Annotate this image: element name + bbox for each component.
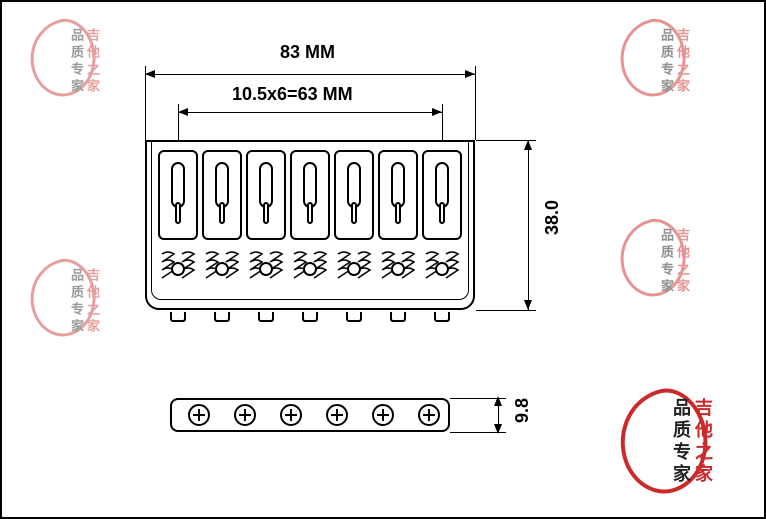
intonation-screw [303,262,317,276]
mounting-screw-hole [326,404,348,426]
string-ferrule [434,312,450,322]
string-ferrule [346,312,362,322]
dim-string-spacing-line [178,112,442,113]
intonation-screw [171,262,185,276]
mounting-screw-hole [418,404,440,426]
saddle-pin [307,202,313,224]
saddle-pin [439,202,445,224]
dim-ext-line [145,66,146,140]
dim-bar-height-label: 9.8 [512,398,533,423]
saddle [202,150,242,240]
intonation-screw [347,262,361,276]
saddle-pin [219,202,225,224]
dim-overall-width-label: 83 MM [280,42,335,63]
arrow-icon [145,70,155,78]
saddle [290,150,330,240]
arrow-icon [432,108,442,116]
saddle [422,150,462,240]
dim-ext-line [450,432,506,433]
arrow-icon [465,70,475,78]
dim-overall-width-line [145,74,475,75]
saddle-pin [351,202,357,224]
dim-body-height-label: 38.0 [542,200,563,235]
intonation-screw [435,262,449,276]
saddle-pin [263,202,269,224]
arrow-icon [524,300,532,310]
saddle [378,150,418,240]
mounting-screw-hole [234,404,256,426]
intonation-screw [391,262,405,276]
string-ferrule [390,312,406,322]
mounting-screw-hole [372,404,394,426]
saddle [334,150,374,240]
dim-body-height-line [528,140,529,310]
mounting-screw-hole [188,404,210,426]
string-ferrule [258,312,274,322]
intonation-screw [259,262,273,276]
dim-ext-line [476,310,536,311]
dim-ext-line [178,104,179,144]
dim-ext-line [442,104,443,144]
arrow-icon [178,108,188,116]
intonation-screw [215,262,229,276]
saddle [246,150,286,240]
dim-string-spacing-label: 10.5x6=63 MM [232,84,353,105]
mounting-screw-hole [280,404,302,426]
arrow-icon [524,140,532,150]
saddle-pin [395,202,401,224]
bridge-side-view [170,398,450,432]
string-ferrule [170,312,186,322]
string-ferrule [214,312,230,322]
dim-ext-line [476,140,536,141]
dim-ext-line [450,398,506,399]
saddle [158,150,198,240]
string-ferrule [302,312,318,322]
dim-ext-line [475,66,476,140]
saddle-pin [175,202,181,224]
